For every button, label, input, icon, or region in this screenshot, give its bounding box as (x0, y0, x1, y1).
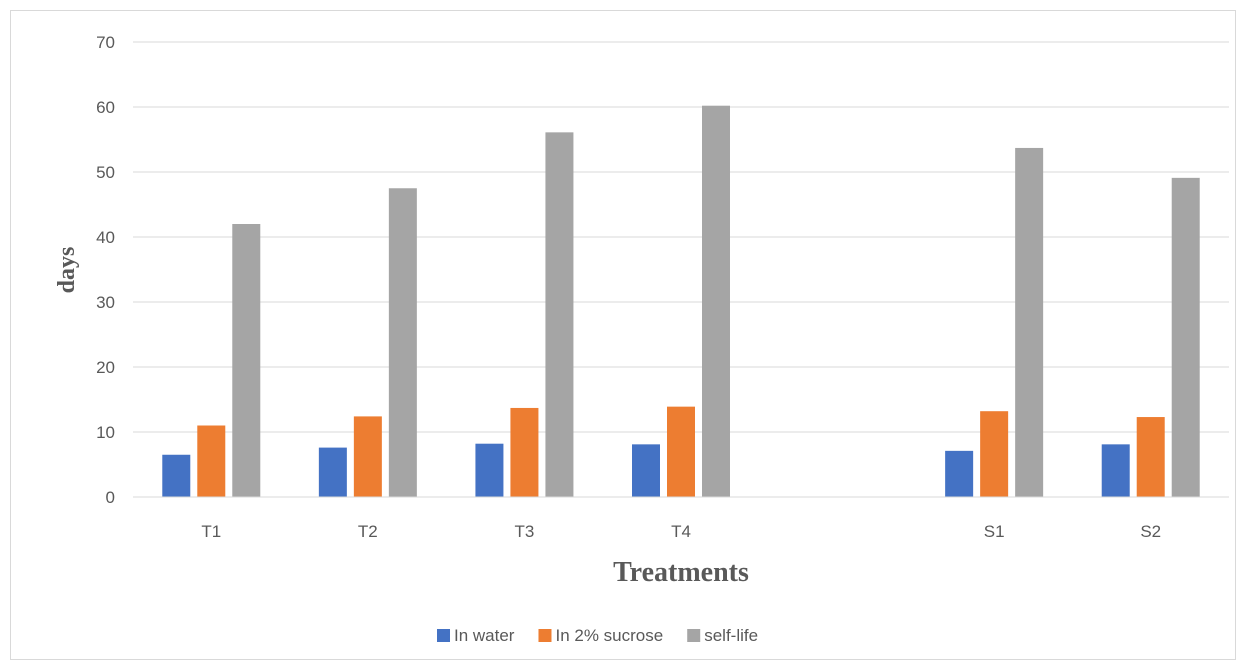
x-tick-label: T2 (358, 522, 378, 541)
legend-swatch (687, 629, 701, 642)
bar (475, 443, 504, 497)
legend-label: self-life (704, 626, 758, 645)
bar (632, 444, 660, 497)
x-tick-label: S1 (984, 522, 1005, 541)
bar (945, 450, 974, 497)
y-tick-label: 40 (96, 228, 115, 247)
x-axis-title: Treatments (613, 557, 749, 588)
y-tick-label: 10 (96, 423, 115, 442)
bar (1101, 444, 1130, 497)
legend-swatch (538, 629, 552, 642)
x-tick-label: T3 (515, 522, 535, 541)
y-tick-labels: 0 10 20 30 40 50 60 70 (96, 33, 115, 507)
bar (510, 407, 539, 497)
y-tick-label: 30 (96, 293, 115, 312)
bar (702, 105, 730, 497)
bar (545, 132, 574, 497)
x-tick-label: T4 (671, 522, 691, 541)
bar (980, 411, 1009, 497)
bar (318, 447, 347, 497)
bar (667, 406, 695, 497)
bar (388, 188, 417, 497)
y-tick-label: 60 (96, 98, 115, 117)
legend-label: In 2% sucrose (555, 626, 663, 645)
y-tick-label: 20 (96, 358, 115, 377)
x-tick-labels: T1 T2 T3 T4 S1 S2 (201, 522, 1161, 541)
legend: In water In 2% sucrose self-life (437, 626, 758, 645)
bars (162, 105, 1200, 497)
y-axis-title: days (54, 247, 80, 294)
bar (1136, 417, 1165, 497)
legend-swatch (437, 629, 450, 642)
bar (232, 224, 261, 497)
bar (1015, 147, 1044, 497)
legend-label: In water (454, 626, 515, 645)
x-tick-label: S2 (1140, 522, 1161, 541)
bar (197, 425, 226, 497)
bar (353, 416, 382, 497)
y-tick-label: 0 (106, 488, 115, 507)
bar (1171, 177, 1200, 497)
gridlines (133, 41, 1229, 433)
x-tick-label: T1 (201, 522, 221, 541)
bar (162, 454, 191, 497)
y-tick-label: 50 (96, 163, 115, 182)
y-tick-label: 70 (96, 33, 115, 52)
